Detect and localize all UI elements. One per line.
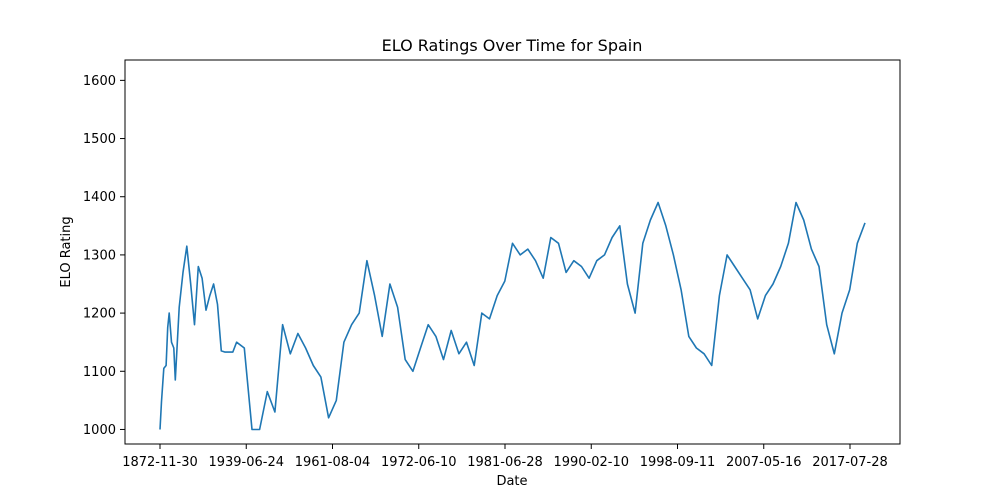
y-tick-label: 1300 bbox=[83, 248, 116, 263]
y-tick-label: 1100 bbox=[83, 365, 116, 380]
y-axis-label: ELO Rating bbox=[59, 216, 74, 287]
x-axis: 1872-11-30 1939-06-24 1961-08-04 1972-06-10… bbox=[122, 444, 888, 470]
plot-frame bbox=[124, 59, 901, 445]
x-tick-label: 1961-08-04 bbox=[295, 455, 371, 470]
x-tick-label: 1981-06-28 bbox=[467, 455, 543, 470]
plot-area bbox=[124, 59, 901, 445]
x-tick-label: 1990-02-10 bbox=[553, 455, 629, 470]
y-tick-label: 1600 bbox=[83, 74, 116, 89]
x-tick-label: 1998-09-11 bbox=[640, 455, 716, 470]
chart-title: ELO Ratings Over Time for Spain bbox=[382, 36, 643, 55]
x-tick-label: 2007-05-16 bbox=[726, 455, 802, 470]
x-tick-label: 2017-07-28 bbox=[812, 455, 888, 470]
y-tick-label: 1000 bbox=[83, 423, 116, 438]
y-tick-label: 1400 bbox=[83, 190, 116, 205]
x-tick-label: 1939-06-24 bbox=[208, 455, 284, 470]
y-axis: 1000 1100 1200 1300 1400 1500 1600 bbox=[83, 74, 125, 438]
y-tick-label: 1200 bbox=[83, 307, 116, 322]
x-axis-label: Date bbox=[496, 474, 527, 489]
y-tick-label: 1500 bbox=[83, 132, 116, 147]
series-line bbox=[159, 201, 866, 431]
series-layer bbox=[159, 201, 866, 431]
x-tick-label: 1872-11-30 bbox=[122, 455, 198, 470]
x-tick-label: 1972-06-10 bbox=[381, 455, 457, 470]
